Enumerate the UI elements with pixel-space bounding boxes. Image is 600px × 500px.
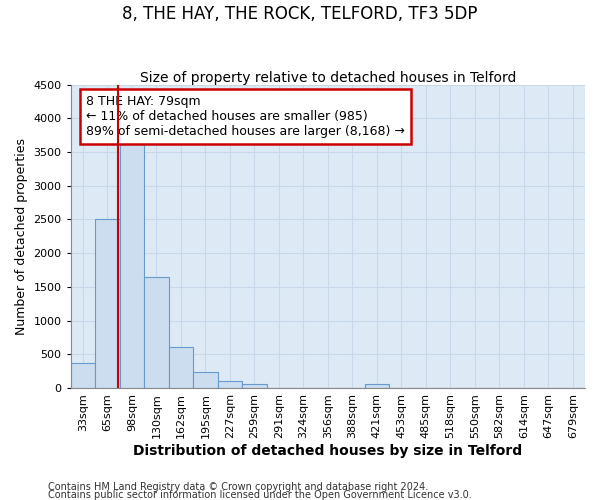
Title: Size of property relative to detached houses in Telford: Size of property relative to detached ho…	[140, 70, 516, 85]
Bar	[218, 381, 242, 388]
Text: Contains HM Land Registry data © Crown copyright and database right 2024.: Contains HM Land Registry data © Crown c…	[48, 482, 428, 492]
X-axis label: Distribution of detached houses by size in Telford: Distribution of detached houses by size …	[133, 444, 523, 458]
Bar	[169, 348, 193, 388]
Text: Contains public sector information licensed under the Open Government Licence v3: Contains public sector information licen…	[48, 490, 472, 500]
Bar	[144, 278, 169, 388]
Y-axis label: Number of detached properties: Number of detached properties	[15, 138, 28, 334]
Bar	[365, 384, 389, 388]
Bar	[242, 384, 266, 388]
Bar	[119, 137, 144, 388]
Text: 8, THE HAY, THE ROCK, TELFORD, TF3 5DP: 8, THE HAY, THE ROCK, TELFORD, TF3 5DP	[122, 5, 478, 23]
Text: 8 THE HAY: 79sqm
← 11% of detached houses are smaller (985)
89% of semi-detached: 8 THE HAY: 79sqm ← 11% of detached house…	[86, 95, 405, 138]
Bar	[193, 372, 218, 388]
Bar	[71, 362, 95, 388]
Bar	[95, 220, 119, 388]
